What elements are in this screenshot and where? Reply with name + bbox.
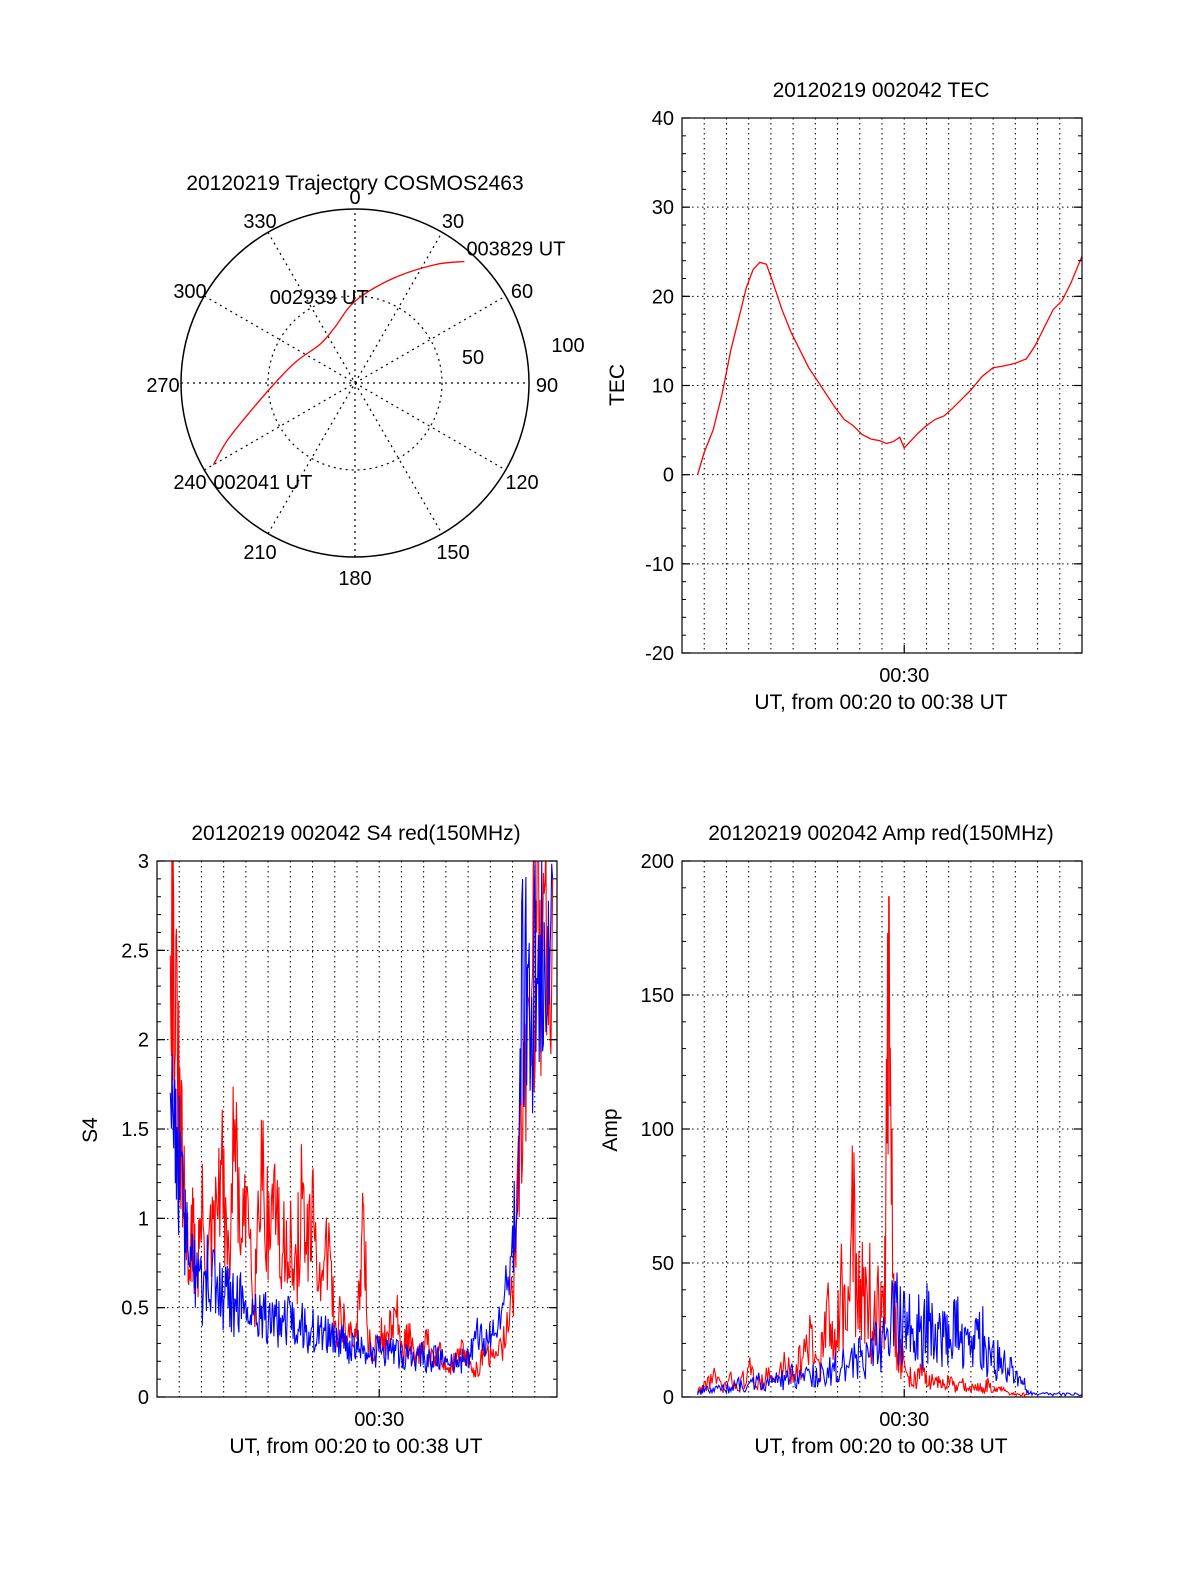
- tec-series-line: [696, 255, 1082, 475]
- trajectory-time-annotation: 002041 UT: [213, 472, 312, 494]
- s4-series: [169, 861, 554, 1378]
- polar-series: [212, 260, 465, 466]
- tec-title: 20120219 002042 TEC: [773, 79, 990, 102]
- s4-series-line: [169, 861, 554, 1374]
- s4-grid: [157, 861, 557, 1397]
- amp-series: [697, 895, 1082, 1397]
- polar-az-label: 90: [536, 375, 558, 397]
- tec-xtick-label: 00:30: [879, 665, 929, 687]
- s4-ytick-label: 2.5: [121, 940, 149, 962]
- tec-ytick-label: -20: [645, 643, 674, 665]
- s4-title: 20120219 002042 S4 red(150MHz): [191, 822, 520, 845]
- s4-ytick-label: 2: [138, 1030, 149, 1052]
- s4-ytick-label: 3: [138, 851, 149, 873]
- s4-chart: 20120219 002042 S4 red(150MHz) 0 0.5 1 1.5 2…: [79, 822, 558, 1458]
- s4-ylabel: S4: [79, 1117, 102, 1143]
- polar-az-label: 180: [338, 568, 371, 590]
- amp-xtick-label: 00:30: [879, 1409, 929, 1431]
- polar-outer-circle: [180, 208, 530, 558]
- s4-series-line: [169, 861, 554, 1378]
- trajectory-line: [212, 260, 465, 466]
- trajectory-polar-plot: 20120219 Trajectory COSMOS2463 0 30 60 9…: [146, 172, 584, 590]
- tec-grid: [682, 118, 1082, 653]
- trajectory-time-annotation: 003829 UT: [466, 238, 565, 260]
- amp-xlabel: UT, from 00:20 to 00:38 UT: [754, 1435, 1007, 1458]
- amp-ytick-label: 0: [663, 1387, 674, 1409]
- polar-az-label: 210: [243, 542, 276, 564]
- tec-series: [696, 255, 1082, 475]
- tec-xlabel: UT, from 00:20 to 00:38 UT: [754, 691, 1007, 714]
- polar-ring-label-100: 100: [551, 335, 584, 357]
- s4-ytick-label: 1: [138, 1208, 149, 1230]
- polar-ring-gridline: [267, 295, 443, 471]
- polar-spoke-gridline: [267, 232, 443, 534]
- polar-azimuth-labels: 0 30 60 90 120 150 180 210 240 270 300 3…: [146, 187, 558, 590]
- tec-ytick-label: 10: [652, 376, 674, 398]
- amp-title: 20120219 002042 Amp red(150MHz): [708, 822, 1054, 845]
- tec-ytick-label: -10: [645, 554, 674, 576]
- tec-chart: 20120219 002042 TEC -20 -10 0 10 20 30 40 00:30…: [606, 79, 1083, 714]
- polar-annotations: 002041 UT 002939 UT 003829 UT: [213, 238, 565, 493]
- polar-az-label: 300: [173, 281, 206, 303]
- polar-title: 20120219 Trajectory COSMOS2463: [186, 172, 523, 195]
- amp-ytick-label: 100: [641, 1119, 674, 1141]
- amp-series-line: [697, 895, 1029, 1397]
- s4-xlabel: UT, from 00:20 to 00:38 UT: [229, 1435, 482, 1458]
- tec-ytick-label: 30: [652, 197, 674, 219]
- tec-ytick-label: 20: [652, 286, 674, 308]
- s4-ytick-label: 0: [138, 1387, 149, 1409]
- polar-grid: [181, 209, 529, 557]
- s4-ticks: 0 0.5 1 1.5 2 2.5 3 00:30: [121, 851, 557, 1431]
- polar-ring-label-50: 50: [462, 347, 484, 369]
- tec-ytick-label: 40: [652, 108, 674, 130]
- amp-ytick-label: 150: [641, 985, 674, 1007]
- amp-ytick-label: 50: [652, 1253, 674, 1275]
- polar-az-label: 240: [173, 472, 206, 494]
- polar-az-label: 30: [442, 211, 464, 233]
- amp-ylabel: Amp: [599, 1108, 622, 1151]
- amp-grid: [682, 861, 1082, 1397]
- polar-az-label: 330: [243, 211, 276, 233]
- amp-ytick-label: 200: [641, 851, 674, 873]
- polar-az-label: 0: [349, 187, 360, 209]
- polar-az-label: 120: [505, 472, 538, 494]
- trajectory-time-annotation: 002939 UT: [270, 287, 369, 309]
- polar-az-label: 60: [511, 281, 533, 303]
- amp-chart: 20120219 002042 Amp red(150MHz) 0 50 100 15…: [599, 822, 1083, 1458]
- polar-az-label: 270: [146, 375, 179, 397]
- s4-ytick-label: 0.5: [121, 1298, 149, 1320]
- amp-series-line: [697, 1272, 1082, 1397]
- amp-ticks: 0 50 100 150 200 00:30: [641, 851, 1082, 1431]
- tec-ytick-label: 0: [663, 465, 674, 487]
- tec-ticks: -20 -10 0 10 20 30 40 00:30: [645, 108, 1082, 687]
- tec-ylabel: TEC: [606, 364, 629, 406]
- s4-xtick-label: 00:30: [354, 1409, 404, 1431]
- polar-az-label: 150: [436, 542, 469, 564]
- s4-ytick-label: 1.5: [121, 1119, 149, 1141]
